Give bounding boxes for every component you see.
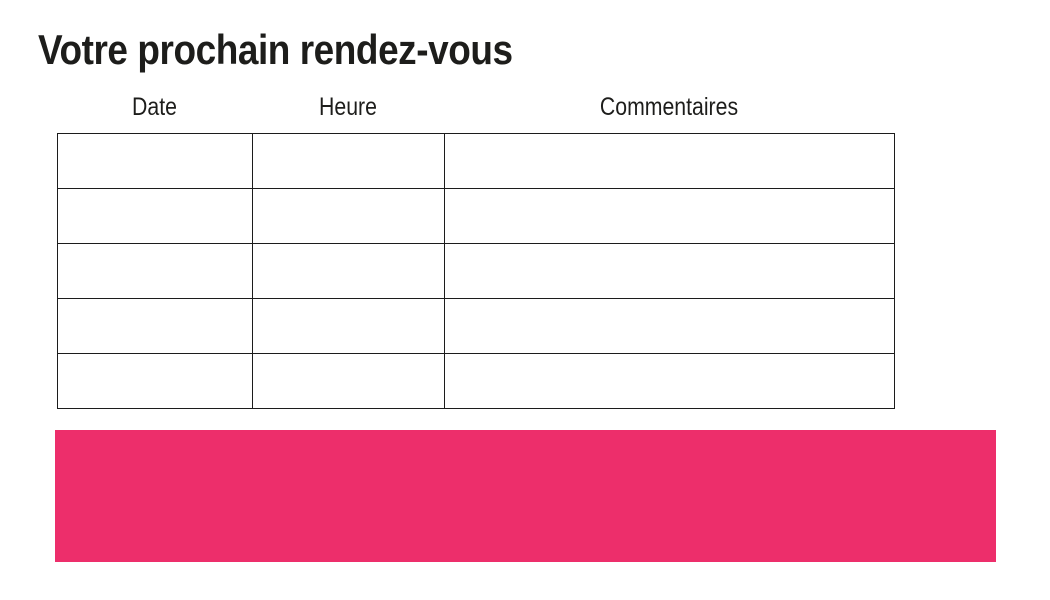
- appointments-table: [57, 133, 895, 409]
- table-cell: [57, 243, 253, 299]
- column-header-date: Date: [132, 93, 177, 121]
- table-column-headers: Date Heure Commentaires: [57, 92, 894, 122]
- table-row: [57, 353, 895, 409]
- page-title: Votre prochain rendez-vous: [38, 26, 513, 73]
- table-cell: [57, 133, 253, 189]
- table-row: [57, 298, 895, 354]
- table-row: [57, 133, 895, 189]
- table-cell: [444, 298, 895, 354]
- table-cell: [444, 133, 895, 189]
- table-cell: [252, 133, 445, 189]
- table-cell: [444, 353, 895, 409]
- table-cell: [444, 243, 895, 299]
- table-cell: [252, 298, 445, 354]
- table-cell: [57, 188, 253, 244]
- table-row: [57, 243, 895, 299]
- table-cell: [57, 353, 253, 409]
- table-cell: [252, 243, 445, 299]
- column-header-commentaires: Commentaires: [599, 93, 739, 121]
- table-cell: [252, 353, 445, 409]
- accent-banner: [55, 430, 996, 562]
- table-cell: [57, 298, 253, 354]
- appointments-table-body: [57, 133, 895, 409]
- table-row: [57, 188, 895, 244]
- table-cell: [444, 188, 895, 244]
- column-header-heure: Heure: [319, 93, 377, 121]
- table-cell: [252, 188, 445, 244]
